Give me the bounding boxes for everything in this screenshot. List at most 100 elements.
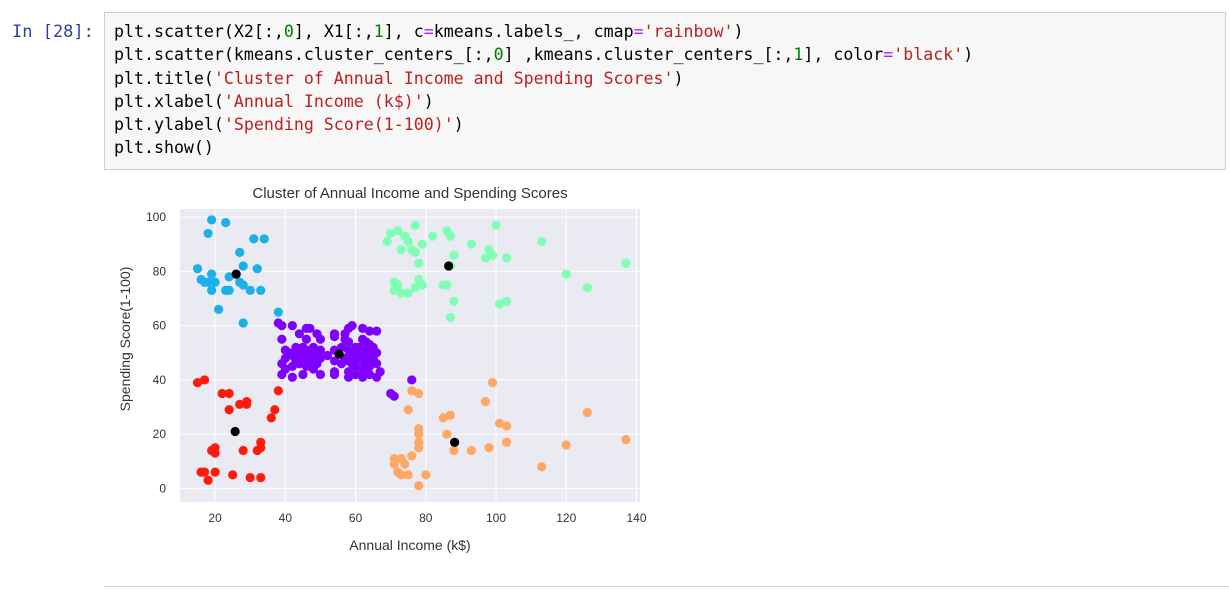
data-point <box>350 361 361 371</box>
code-token: plt.xlabel( <box>114 91 224 111</box>
x-axis-label: Annual Income (k$) <box>349 537 470 553</box>
data-point <box>410 220 420 230</box>
y-tick-label: 60 <box>153 319 167 333</box>
data-point <box>582 407 592 418</box>
data-point <box>396 245 406 255</box>
data-point <box>561 440 571 450</box>
code-token: ) <box>963 45 974 65</box>
code-token: ], color <box>803 45 884 65</box>
data-point <box>252 264 262 274</box>
code-token: 'black' <box>893 45 964 65</box>
data-point <box>354 342 364 352</box>
data-point <box>389 459 399 469</box>
data-point <box>445 312 455 323</box>
data-point <box>501 253 512 263</box>
data-point <box>480 397 491 407</box>
data-point <box>445 231 455 241</box>
data-point <box>372 359 382 369</box>
data-point <box>389 391 399 401</box>
data-point <box>466 239 477 249</box>
data-point <box>389 285 399 295</box>
code-token: = <box>423 22 434 41</box>
data-point <box>199 467 210 477</box>
data-point <box>386 228 396 239</box>
code-token: ) <box>423 91 434 111</box>
code-token: 0 <box>493 45 504 65</box>
data-points <box>192 215 631 491</box>
data-point <box>438 413 448 423</box>
x-tick-label: 140 <box>626 511 646 525</box>
data-point <box>396 470 406 480</box>
data-point <box>305 323 315 333</box>
code-token: 'rainbow' <box>643 22 734 41</box>
data-point <box>393 226 403 236</box>
data-point <box>294 359 304 369</box>
data-point <box>329 369 340 380</box>
data-point <box>238 445 248 456</box>
data-point <box>287 372 297 382</box>
code-editor[interactable]: plt.scatter(X2[:,0], X1[:,1], c=kmeans.l… <box>114 20 973 160</box>
y-tick-label: 80 <box>153 264 167 278</box>
code-token: 1 <box>793 45 804 65</box>
data-point <box>322 350 333 361</box>
chart-title: Cluster of Annual Income and Spending Sc… <box>252 185 567 202</box>
data-point <box>382 236 392 247</box>
data-point <box>273 307 283 317</box>
data-point <box>403 405 413 415</box>
data-point <box>537 462 547 472</box>
data-point <box>199 375 210 385</box>
data-point <box>270 405 280 415</box>
data-point <box>501 296 512 306</box>
data-point <box>256 285 266 295</box>
data-point <box>207 285 217 295</box>
data-point <box>287 361 297 371</box>
code-line: plt.title('Cluster of Annual Income and … <box>114 67 973 90</box>
data-point <box>207 445 217 456</box>
cluster-center-point <box>231 269 241 279</box>
code-token: kmeans.labels_, cmap <box>433 22 634 41</box>
code-token: plt.title( <box>114 68 214 88</box>
y-axis-label: Spending Score(1-100) <box>117 267 133 412</box>
code-token: = <box>883 45 894 65</box>
code-line: plt.ylabel('Spending Score(1-100)') <box>114 113 973 136</box>
tick-labels: 20 40 60 80 100 120 140 0 20 40 60 80 100 <box>146 210 647 525</box>
code-token: 0 <box>283 22 294 41</box>
x-tick-label: 80 <box>419 511 433 525</box>
x-tick-label: 40 <box>279 511 293 525</box>
data-point <box>336 359 347 369</box>
data-point <box>621 435 631 445</box>
code-token: plt.scatter(X2[:, <box>114 22 284 41</box>
data-point <box>238 318 248 328</box>
data-point <box>396 288 406 298</box>
data-point <box>407 386 417 396</box>
data-point <box>487 378 498 388</box>
data-point <box>350 369 361 380</box>
data-point <box>242 399 252 409</box>
cluster-center-point <box>449 437 460 447</box>
data-point <box>277 334 287 344</box>
data-point <box>217 388 227 399</box>
data-point <box>224 388 234 399</box>
data-point <box>421 470 431 480</box>
code-token: = <box>633 22 644 41</box>
cluster-center-point <box>444 261 454 271</box>
data-point <box>494 299 505 309</box>
y-tick-label: 0 <box>159 481 166 495</box>
data-point <box>221 217 231 228</box>
data-point <box>245 285 255 295</box>
data-point <box>442 429 452 439</box>
code-token: 1 <box>373 22 384 41</box>
x-tick-label: 100 <box>486 511 506 525</box>
data-point <box>298 369 308 380</box>
data-point <box>245 472 255 483</box>
x-tick-label: 120 <box>556 511 576 525</box>
code-token: ], c <box>383 22 424 41</box>
code-cell-input[interactable]: plt.scatter(X2[:,0], X1[:,1], c=kmeans.l… <box>104 12 1226 170</box>
data-point <box>192 378 203 388</box>
data-point <box>315 369 326 380</box>
data-point <box>357 323 368 333</box>
data-point <box>414 481 424 491</box>
data-point <box>259 234 269 244</box>
data-point <box>256 443 266 453</box>
data-point <box>449 296 459 306</box>
